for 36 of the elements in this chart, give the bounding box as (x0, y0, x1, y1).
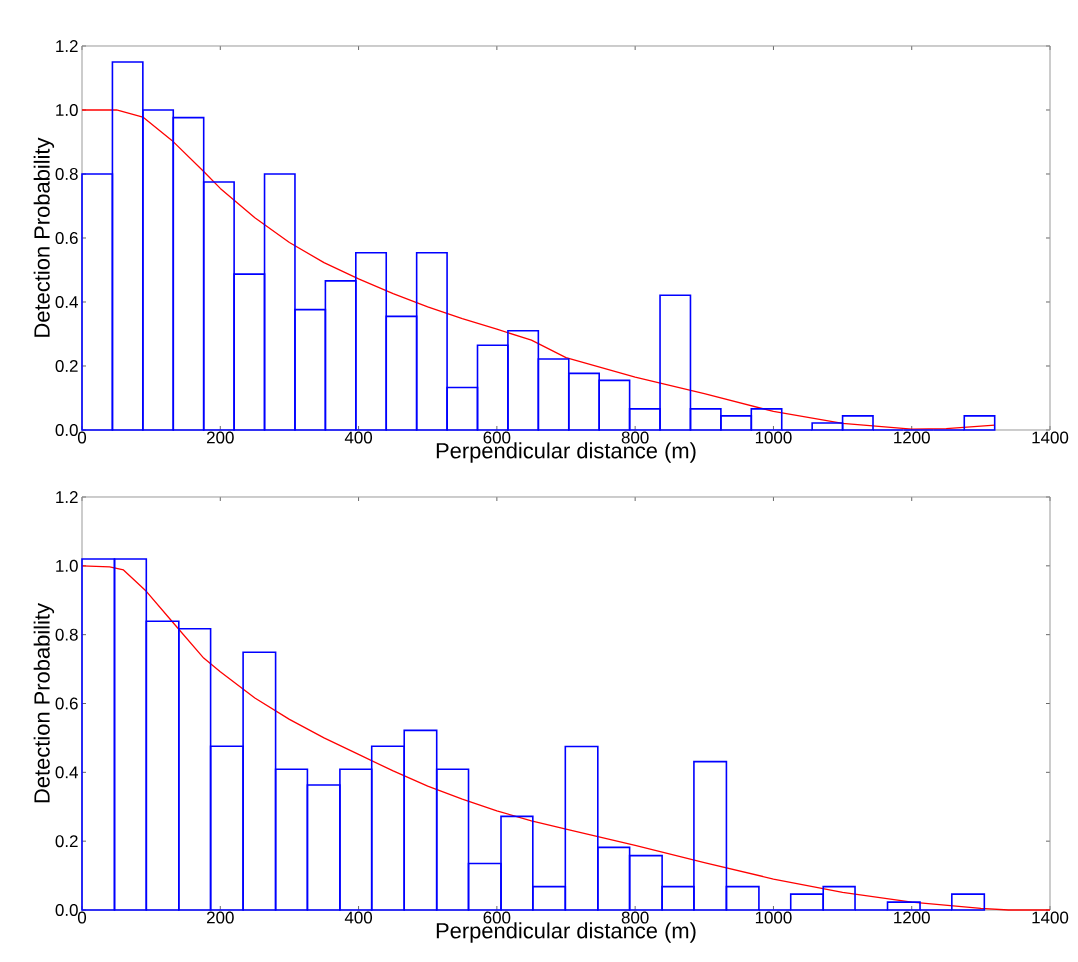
x-tick-label: 1200 (894, 431, 930, 444)
y-axis-title: Detection Probability (33, 137, 55, 337)
x-tick-label: 800 (621, 431, 649, 444)
x-tick-label: 1400 (1032, 431, 1069, 444)
y-tick-label: 1.0 (56, 103, 78, 116)
x-tick-label: 600 (483, 911, 511, 924)
line-series (81, 109, 996, 430)
y-tick-label: 0.2 (55, 835, 78, 848)
x-tick-label: 1200 (894, 911, 930, 924)
x-tick-label: 600 (483, 431, 511, 444)
y-tick-label: 0.8 (55, 167, 78, 180)
y-tick-label: 0.4 (55, 766, 78, 779)
y-tick-label: 1.2 (56, 40, 78, 52)
y-tick-label: 0.0 (55, 424, 78, 436)
x-tick-label: 200 (207, 431, 234, 444)
x-tick-label: 0 (77, 911, 87, 924)
x-axis-title: Perpendicular distance (m) (436, 442, 696, 463)
x-tick-label: 800 (621, 911, 649, 924)
y-tick-label: 0.6 (55, 231, 78, 244)
y-tick-label: 0.2 (55, 360, 78, 372)
y-tick-label: 1.0 (56, 559, 78, 572)
x-tick-label: 400 (344, 431, 373, 444)
y-tick-label: 1.2 (56, 491, 78, 503)
x-tick-label: 0 (77, 431, 87, 444)
x-tick-label: 400 (344, 911, 373, 924)
x-tick-label: 1000 (755, 431, 792, 444)
x-tick-label: 1000 (755, 911, 792, 924)
x-tick-label: 200 (207, 911, 234, 924)
line-series (81, 565, 1051, 911)
y-tick-label: 0.4 (55, 295, 78, 308)
x-axis-title: Perpendicular distance (m) (436, 922, 696, 943)
x-tick-label: 1400 (1032, 911, 1069, 924)
y-tick-label: 0.8 (55, 628, 78, 641)
y-tick-label: 0.0 (55, 904, 78, 916)
y-tick-label: 0.6 (55, 697, 78, 710)
y-axis-title: Detection Probability (33, 603, 55, 803)
